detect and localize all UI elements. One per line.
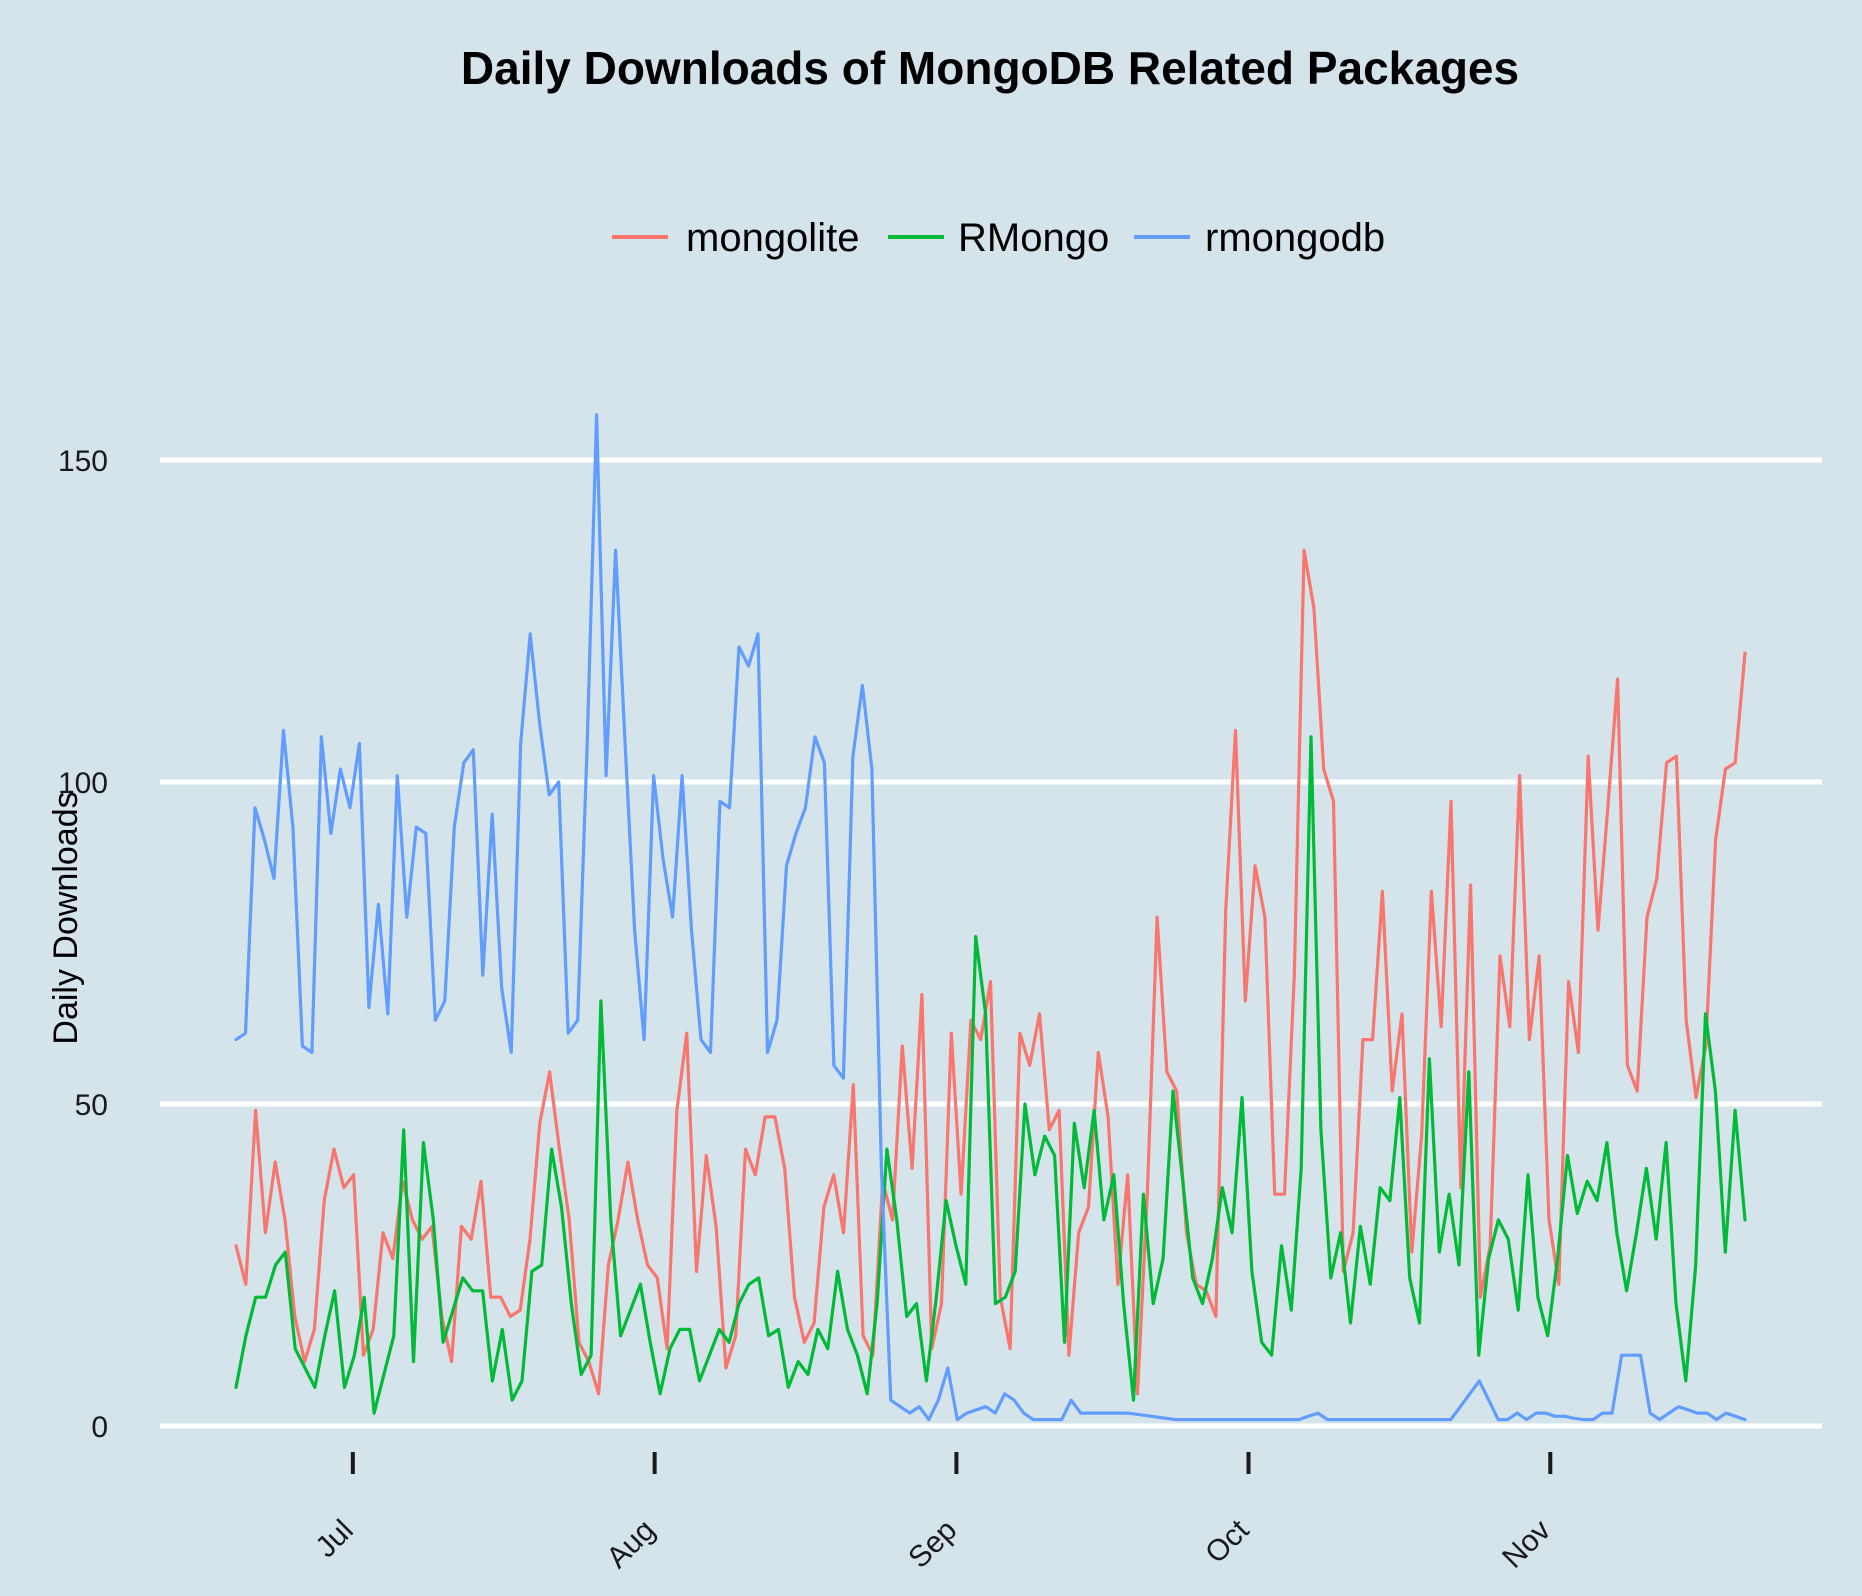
y-tick-label: 0 xyxy=(91,1411,108,1444)
legend: mongolite RMongo rmongodb xyxy=(612,216,1385,260)
x-tick-label: Jul xyxy=(309,1514,359,1564)
x-tick-label: Aug xyxy=(600,1514,661,1575)
series-line-rmongo xyxy=(234,735,1747,1415)
chart-title: Daily Downloads of MongoDB Related Packa… xyxy=(461,42,1519,94)
series-lines xyxy=(234,413,1747,1422)
y-tick-label: 50 xyxy=(75,1089,108,1122)
y-axis-ticks: 0 50 100 150 xyxy=(58,445,108,1444)
x-axis-ticks: Jul Aug Sep Oct Nov xyxy=(309,1452,1557,1575)
series-line-mongolite xyxy=(234,548,1747,1396)
x-tick-label: Sep xyxy=(902,1514,963,1575)
legend-label-mongolite: mongolite xyxy=(686,216,859,260)
legend-label-rmongo: RMongo xyxy=(958,216,1109,260)
legend-label-rmongodb: rmongodb xyxy=(1205,216,1385,260)
y-tick-label: 150 xyxy=(58,445,108,478)
y-tick-label: 100 xyxy=(58,767,108,800)
gridlines xyxy=(160,457,1822,1429)
x-tick-label: Oct xyxy=(1199,1513,1256,1570)
series-line-rmongodb xyxy=(234,413,1747,1422)
x-tick-label: Nov xyxy=(1496,1514,1557,1575)
y-axis-label: Daily Downloads xyxy=(47,791,85,1044)
